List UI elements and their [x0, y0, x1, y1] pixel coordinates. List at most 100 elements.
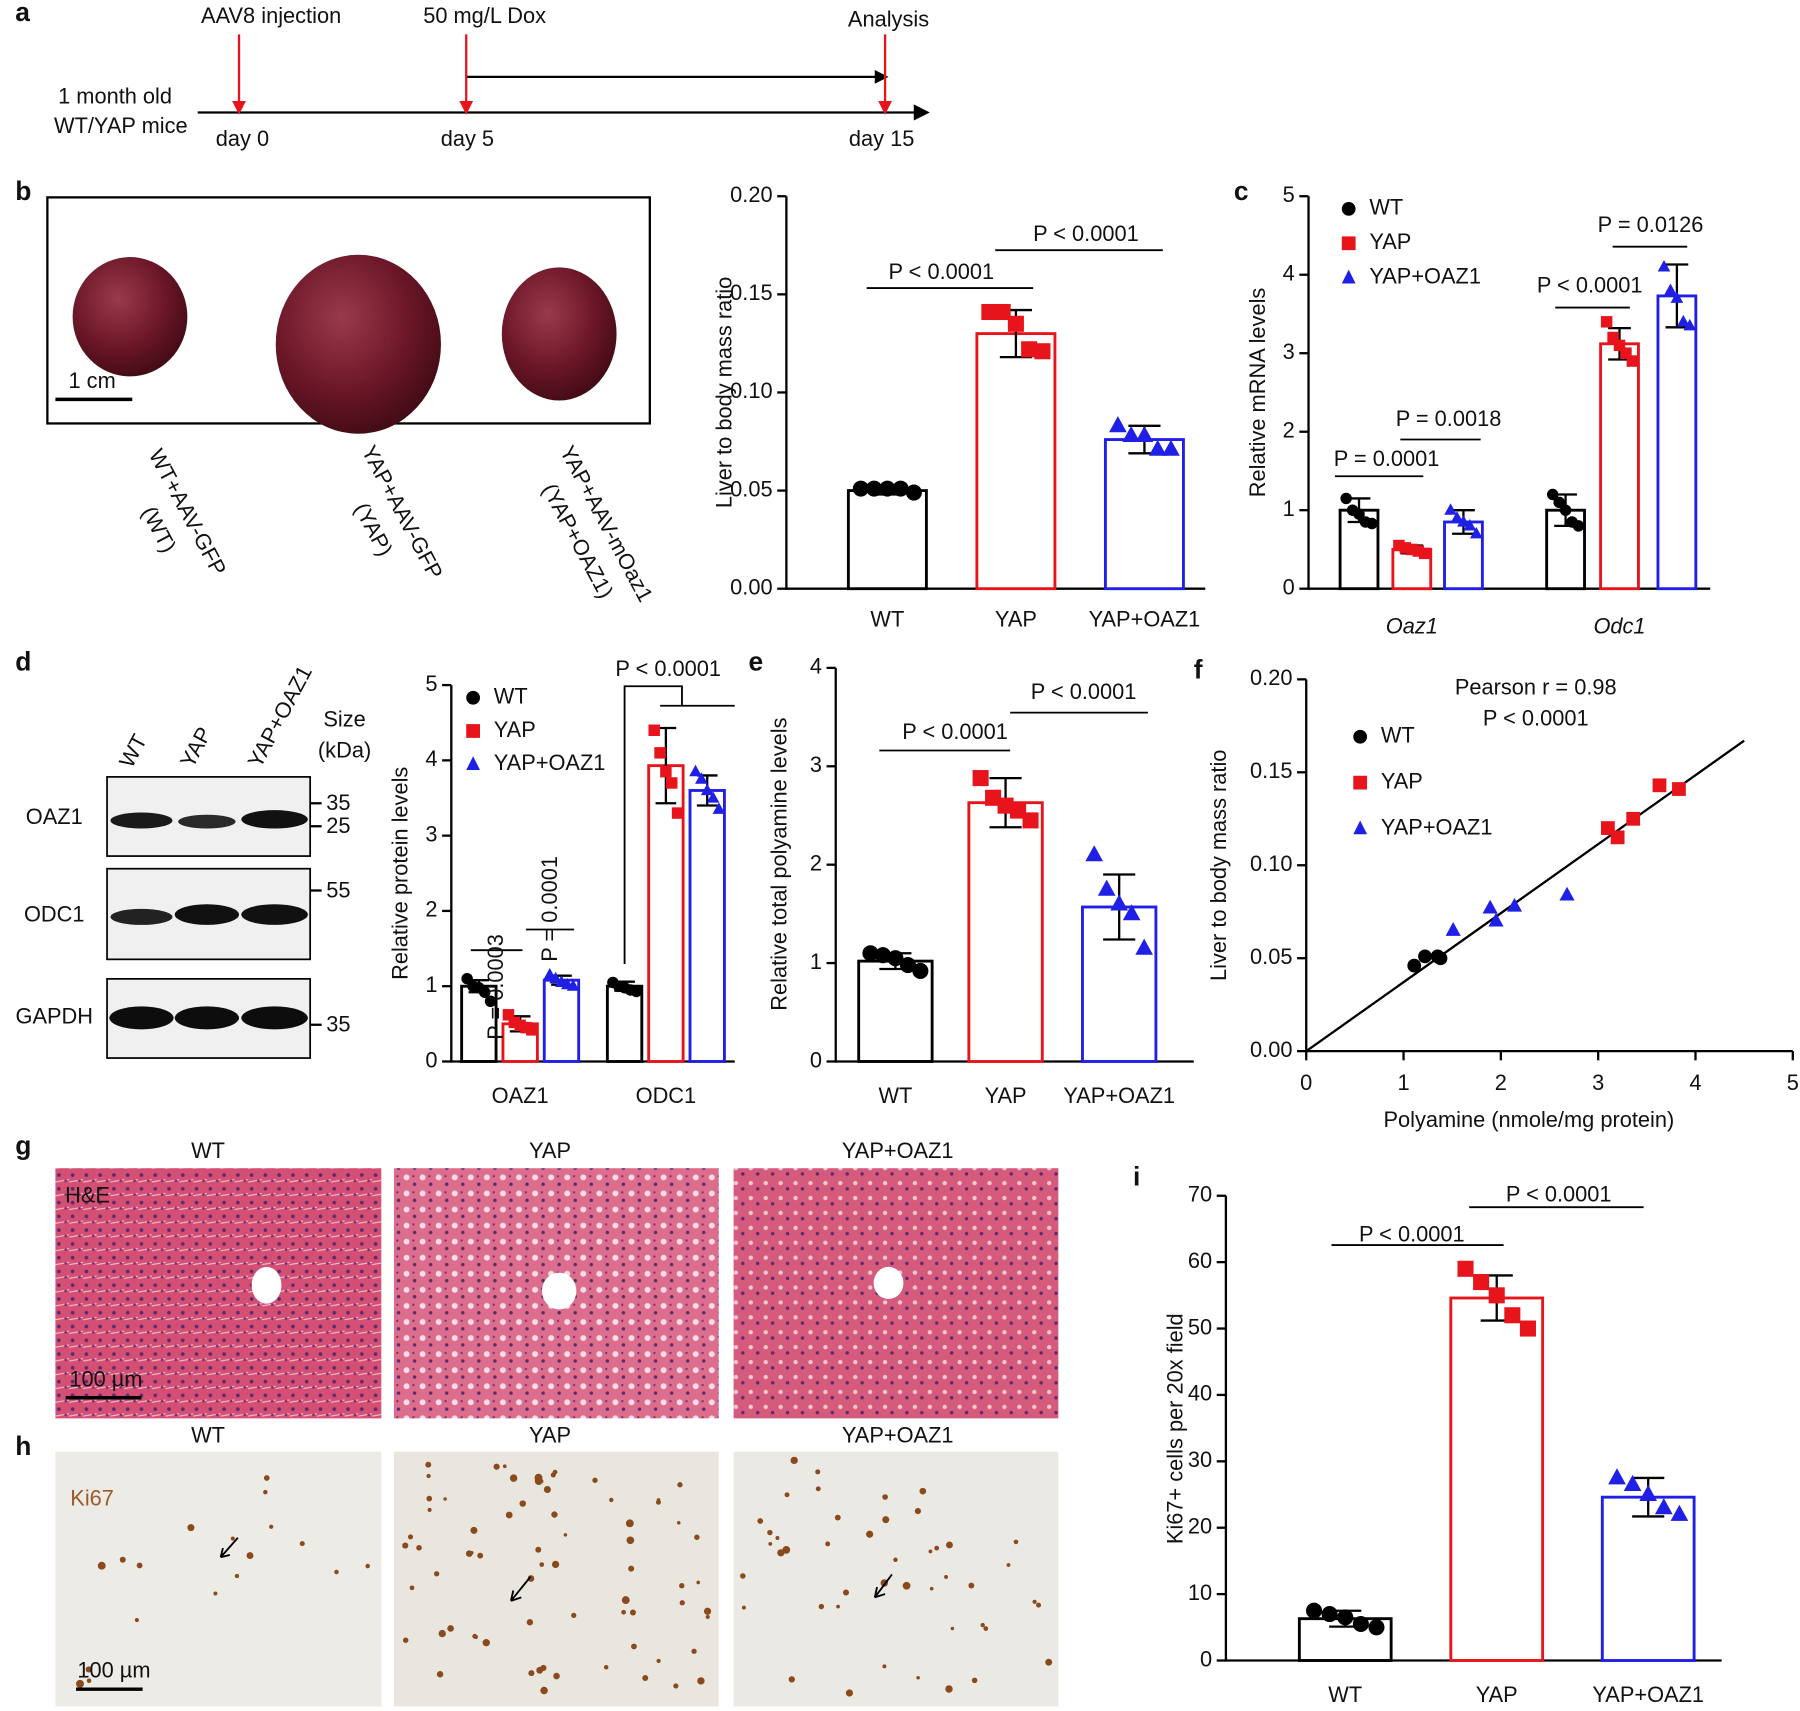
panel-label: a [15, 0, 30, 27]
stained-nucleus [980, 1622, 985, 1628]
stained-nucleus [443, 1497, 447, 1501]
data-point [1463, 519, 1477, 531]
stained-nucleus [482, 1638, 490, 1647]
p-value: P < 0.0001 [888, 259, 994, 284]
data-point [1418, 547, 1431, 560]
y-tick-label: 60 [1188, 1248, 1212, 1273]
stained-nucleus [696, 1580, 701, 1585]
y-tick-label: 0.10 [1250, 851, 1292, 876]
x-tick-label: Oaz1 [1386, 613, 1438, 638]
legend-marker [1341, 236, 1356, 251]
stained-nucleus [679, 1600, 685, 1606]
stained-nucleus [425, 1461, 432, 1468]
data-point [671, 807, 684, 819]
stained-nucleus [621, 1609, 626, 1615]
y-tick-label: 70 [1188, 1182, 1212, 1207]
stained-nucleus [402, 1542, 409, 1549]
stained-nucleus [539, 1562, 545, 1567]
y-tick-label: 3 [425, 821, 437, 846]
stained-nucleus [768, 1541, 773, 1546]
stained-nucleus [534, 1473, 543, 1482]
subject-label: WT/YAP mice [54, 113, 188, 138]
stained-nucleus [230, 1536, 235, 1541]
data-point [1470, 526, 1483, 539]
data-point [1135, 425, 1154, 443]
stained-nucleus [1006, 1563, 1011, 1567]
stained-nucleus [928, 1549, 933, 1554]
y-tick-label: 0.15 [1250, 758, 1292, 783]
data-point [1683, 318, 1697, 331]
event-label: Analysis [848, 6, 929, 31]
x-axis-label: Polyamine (nmole/mg protein) [1383, 1107, 1674, 1132]
data-point [997, 797, 1014, 814]
data-point [1148, 439, 1167, 456]
data-point [1353, 508, 1365, 520]
stained-nucleus [263, 1475, 270, 1481]
bar [605, 984, 644, 1063]
stained-nucleus [626, 1536, 635, 1545]
legend-label: YAP+OAZ1 [494, 750, 606, 775]
data-point [648, 724, 660, 736]
stain-label: Ki67 [70, 1486, 114, 1511]
data-point [666, 777, 678, 789]
data-point [1553, 496, 1565, 509]
stained-nucleus [438, 1629, 446, 1638]
panel-label: b [15, 176, 31, 206]
stained-nucleus [656, 1658, 661, 1664]
data-point [508, 1016, 521, 1029]
y-tick-label: 50 [1188, 1314, 1212, 1339]
y-tick-label: 1 [425, 972, 437, 997]
image-title: YAP [529, 1138, 571, 1163]
x-tick-label: Odc1 [1593, 613, 1645, 638]
band [174, 1006, 240, 1030]
data-point [1488, 1287, 1505, 1304]
annotation: P < 0.0001 [1483, 705, 1589, 730]
data-point [852, 480, 869, 497]
stained-nucleus [502, 1464, 507, 1469]
day-label: day 5 [441, 126, 494, 151]
ki67-dots [76, 1456, 1053, 1697]
stained-nucleus [642, 1675, 649, 1682]
data-point [1670, 1504, 1689, 1521]
data-point [502, 1009, 515, 1021]
annotation: Pearson r = 0.98 [1455, 674, 1617, 699]
stained-nucleus [676, 1521, 681, 1525]
data-point [1097, 879, 1116, 896]
panel-label: d [15, 646, 31, 676]
data-point [1445, 922, 1461, 936]
image-title: WT [191, 1423, 225, 1448]
data-point [1406, 543, 1418, 556]
liver-photo [501, 267, 617, 401]
stained-nucleus [775, 1536, 780, 1540]
stained-nucleus [782, 1546, 791, 1554]
band [178, 814, 236, 829]
data-point [1444, 503, 1457, 515]
band [241, 904, 308, 925]
stained-nucleus [246, 1552, 254, 1560]
data-point [1607, 331, 1619, 344]
x-tick-label: ODC1 [636, 1083, 697, 1108]
data-point [994, 303, 1011, 321]
data-point [1110, 894, 1129, 911]
stained-nucleus [629, 1609, 636, 1616]
data-point [695, 772, 708, 784]
arrow-head [459, 100, 474, 115]
stained-nucleus [628, 1565, 635, 1572]
stained-nucleus [136, 1562, 143, 1569]
data-point [972, 770, 989, 787]
x-tick-label: WT [1328, 1682, 1362, 1707]
stained-nucleus [1013, 1539, 1019, 1545]
y-tick-label: 1 [810, 949, 822, 974]
data-point [1672, 782, 1686, 796]
bracket [623, 685, 735, 964]
stained-nucleus [893, 1557, 898, 1563]
data-point [879, 480, 896, 497]
stained-nucleus [697, 1677, 705, 1685]
data-point [899, 957, 916, 974]
stained-nucleus [842, 1589, 850, 1596]
data-point [712, 802, 726, 814]
data-point [654, 747, 666, 759]
data-point [1626, 811, 1641, 826]
stained-nucleus [691, 1648, 697, 1654]
stained-nucleus [526, 1619, 534, 1626]
